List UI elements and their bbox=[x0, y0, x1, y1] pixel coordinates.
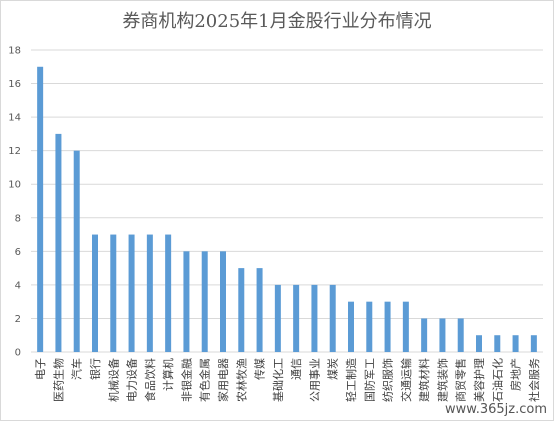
x-category-label: 电子 bbox=[34, 358, 47, 380]
y-axis-ticks: 0 2 4 6 8 10 12 14 16 18 bbox=[8, 46, 21, 359]
bar bbox=[329, 284, 336, 352]
bar bbox=[439, 318, 446, 352]
x-category-label: 有色金属 bbox=[198, 358, 212, 402]
bar bbox=[293, 284, 300, 352]
x-category-label: 汽车 bbox=[70, 358, 84, 380]
x-category-label: 美容护理 bbox=[472, 358, 486, 402]
x-axis-labels: 电子 医药生物 汽车 银行 机械设备 电力设备 食品饮料 计算机 非银金融 有色金属 家用电器 农林牧… bbox=[34, 358, 541, 402]
bar bbox=[530, 335, 537, 352]
y-tick-label: 4 bbox=[15, 280, 21, 291]
x-category-label: 非银金融 bbox=[179, 358, 193, 402]
x-category-label: 国防军工 bbox=[362, 358, 376, 402]
x-category-label: 电力设备 bbox=[125, 358, 139, 402]
y-tick-label: 10 bbox=[8, 180, 21, 191]
bar bbox=[476, 335, 482, 352]
x-category-label: 传媒 bbox=[254, 358, 267, 380]
x-category-label: 家用电器 bbox=[216, 358, 230, 402]
bar bbox=[274, 284, 281, 352]
gridlines bbox=[31, 49, 543, 353]
bar bbox=[256, 268, 263, 352]
bar bbox=[457, 318, 464, 352]
x-category-label: 通信 bbox=[290, 358, 303, 380]
bar bbox=[402, 301, 409, 352]
bar bbox=[128, 234, 135, 352]
x-category-label: 计算机 bbox=[161, 358, 175, 391]
y-tick-label: 12 bbox=[8, 146, 21, 157]
x-category-label: 纺织服饰 bbox=[381, 358, 395, 402]
watermark: www.365jz.com bbox=[445, 402, 547, 417]
x-category-label: 商贸零售 bbox=[454, 358, 468, 402]
x-category-label: 交通运输 bbox=[399, 358, 413, 402]
x-category-label: 房地产 bbox=[509, 358, 523, 391]
bar bbox=[311, 284, 318, 352]
bar bbox=[494, 335, 501, 352]
x-category-label: 建筑材料 bbox=[417, 358, 431, 402]
y-tick-label: 14 bbox=[8, 113, 21, 124]
y-tick-label: 6 bbox=[15, 247, 21, 258]
y-tick-label: 16 bbox=[8, 79, 21, 90]
x-category-label: 食品饮料 bbox=[143, 358, 157, 402]
y-tick-label: 8 bbox=[15, 213, 21, 224]
bar bbox=[512, 335, 519, 352]
x-category-label: 煤炭 bbox=[327, 358, 340, 380]
x-category-label: 公用事业 bbox=[308, 358, 321, 402]
y-tick-label: 2 bbox=[15, 314, 21, 325]
bar bbox=[55, 133, 62, 352]
bar bbox=[421, 318, 428, 352]
bar bbox=[201, 251, 208, 352]
bar bbox=[238, 268, 245, 352]
x-category-label: 石油石化 bbox=[490, 358, 504, 402]
bar bbox=[92, 234, 98, 352]
bar bbox=[165, 234, 172, 352]
x-category-label: 机械设备 bbox=[106, 358, 120, 402]
bar bbox=[366, 301, 373, 352]
x-category-label: 银行 bbox=[88, 358, 102, 380]
bar bbox=[37, 66, 44, 353]
x-category-label: 轻工制造 bbox=[344, 358, 358, 402]
bars bbox=[37, 66, 537, 353]
x-category-label: 基础化工 bbox=[271, 358, 285, 402]
chart-title: 券商机构2025年1月金股行业分布情况 bbox=[122, 11, 432, 32]
y-tick-label: 0 bbox=[15, 348, 21, 359]
x-category-label: 医药生物 bbox=[51, 358, 65, 402]
bar bbox=[146, 234, 153, 352]
bar bbox=[110, 234, 117, 352]
y-tick-label: 18 bbox=[8, 46, 21, 57]
bar bbox=[384, 301, 391, 352]
bar bbox=[183, 251, 190, 352]
x-category-label: 农林牧渔 bbox=[234, 358, 248, 402]
bar bbox=[220, 251, 226, 352]
bar bbox=[348, 301, 354, 352]
x-category-label: 社会服务 bbox=[527, 358, 541, 402]
bar bbox=[73, 150, 80, 352]
x-category-label: 建筑装饰 bbox=[435, 358, 449, 402]
